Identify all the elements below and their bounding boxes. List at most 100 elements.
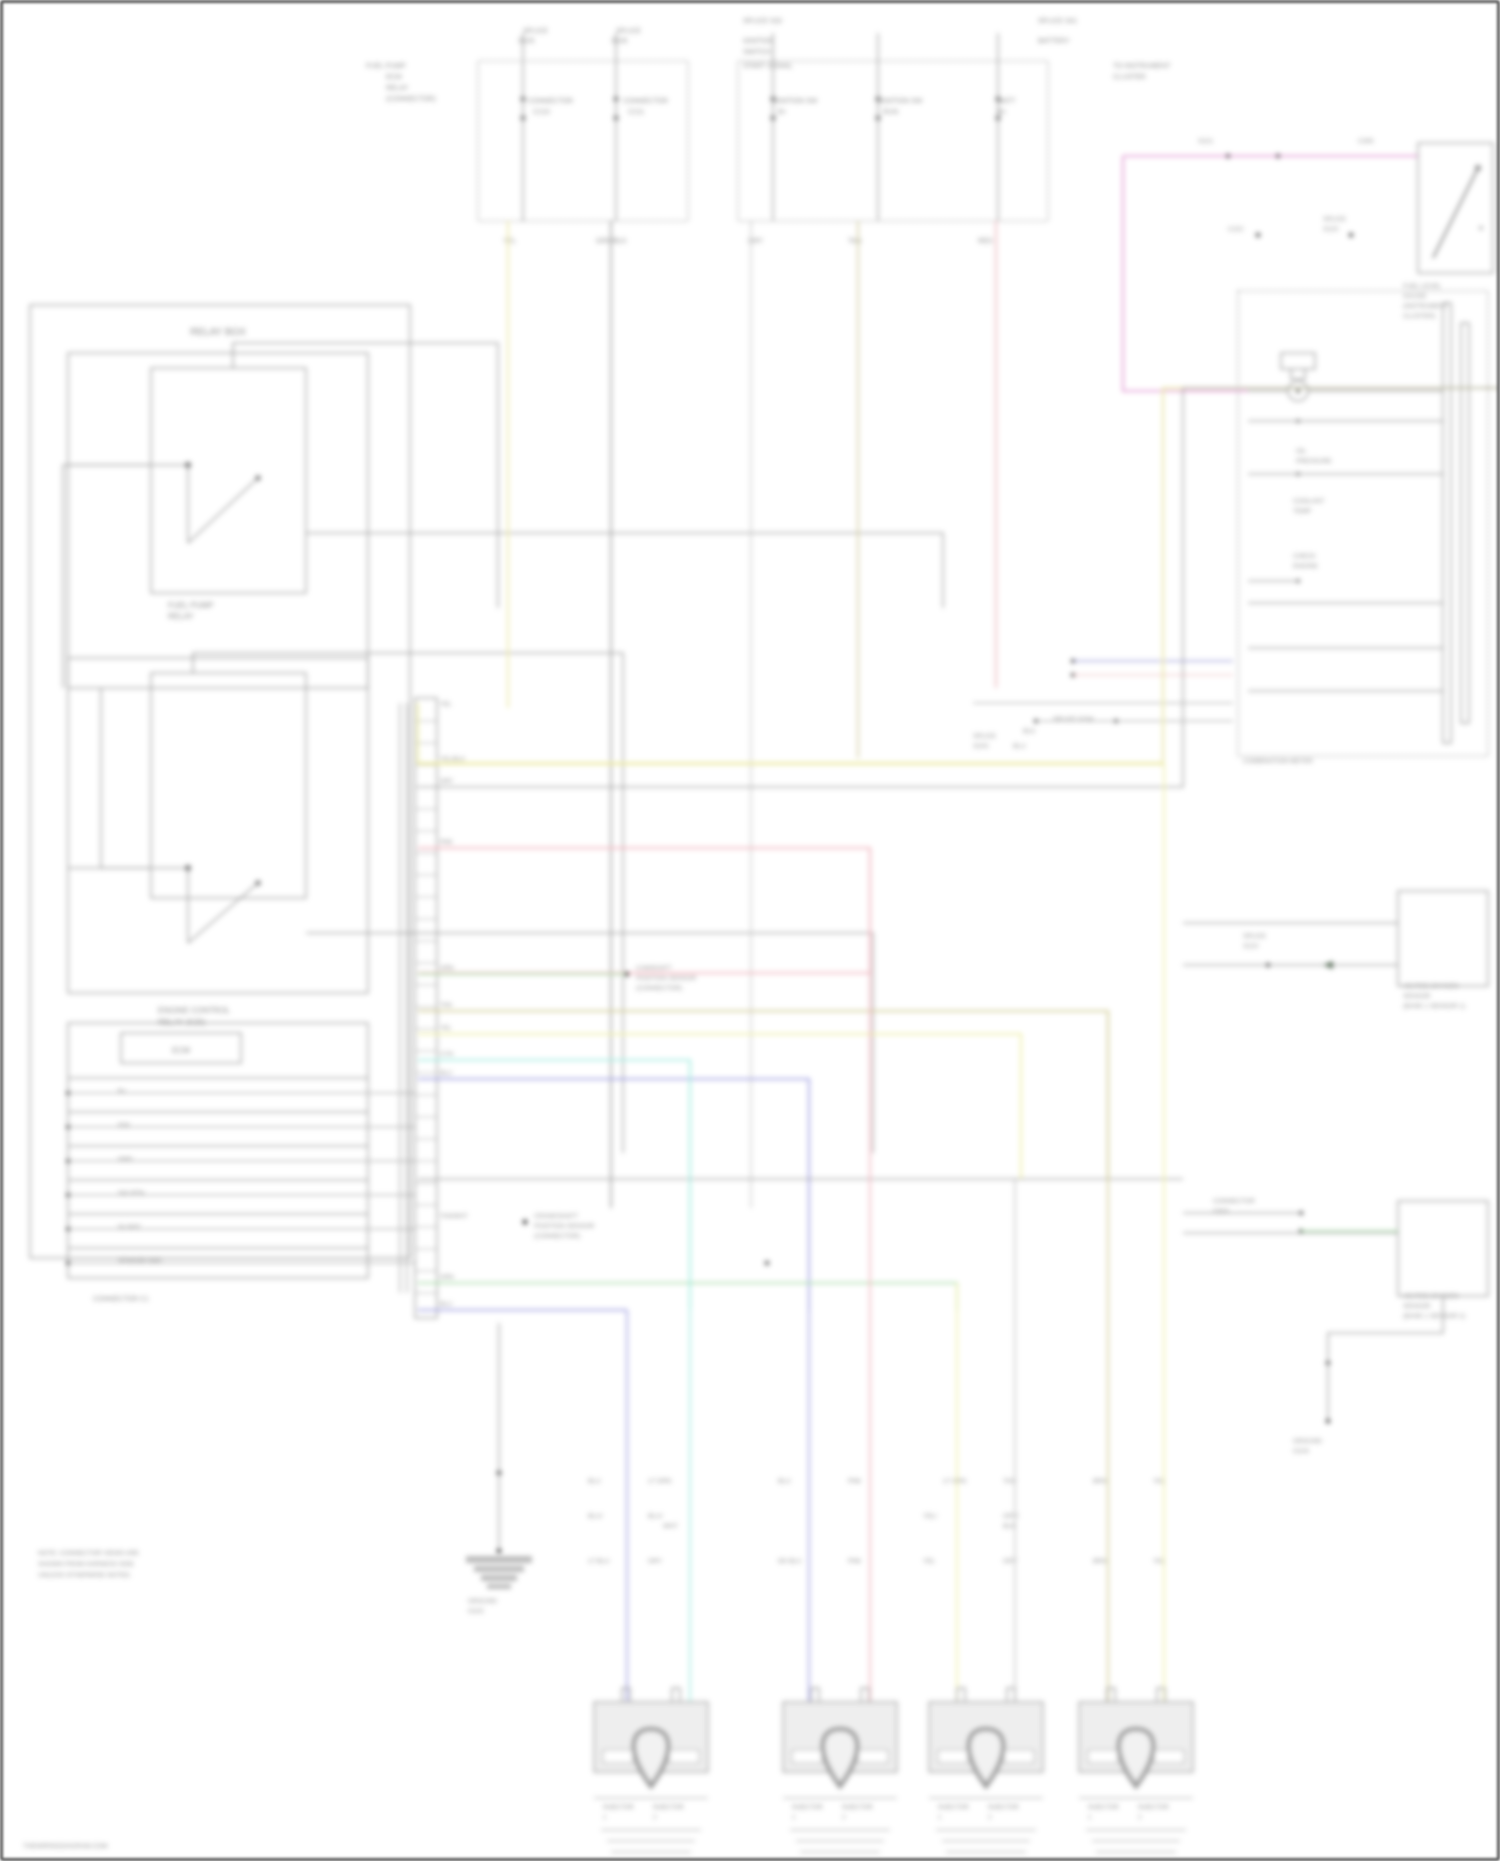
svg-text:LT GRN: LT GRN — [648, 1478, 672, 1485]
svg-text:SPLICE S204: SPLICE S204 — [1053, 716, 1093, 723]
svg-text:LT BLU: LT BLU — [588, 1558, 610, 1565]
svg-text:CONNECTOR C1: CONNECTOR C1 — [93, 1296, 149, 1303]
svg-text:YEL/: YEL/ — [923, 1513, 937, 1520]
svg-text:CLUSTER): CLUSTER) — [1403, 313, 1436, 320]
svg-text:UNLESS OTHERWISE NOTED.: UNLESS OTHERWISE NOTED. — [38, 1572, 132, 1579]
svg-text:G102: G102 — [468, 1608, 484, 1615]
svg-text:YEL: YEL — [440, 701, 452, 708]
svg-text:(CONNECTOR): (CONNECTOR) — [534, 1233, 580, 1240]
svg-text:C305: C305 — [1358, 138, 1374, 145]
svg-text:HEATED OXYGEN: HEATED OXYGEN — [1403, 983, 1459, 990]
svg-text:YEL: YEL — [923, 1558, 936, 1565]
svg-text:SPLICE: SPLICE — [1323, 216, 1347, 223]
svg-text:COOLANT: COOLANT — [1293, 498, 1324, 505]
svg-text:GROUND: GROUND — [1293, 1438, 1322, 1445]
svg-text:YEL/BLK: YEL/BLK — [440, 756, 466, 763]
svg-text:GRY: GRY — [748, 238, 763, 245]
svg-text:BLK: BLK — [1003, 1523, 1016, 1530]
svg-text:GRN: GRN — [440, 1274, 454, 1281]
svg-text:(BANK 1 SENSOR 2): (BANK 1 SENSOR 2) — [1403, 1313, 1465, 1320]
svg-text:YEL: YEL — [1153, 1478, 1166, 1485]
svg-text:CHECK: CHECK — [1293, 553, 1316, 560]
svg-text:RELAY BOX: RELAY BOX — [190, 327, 246, 338]
svg-text:COMBINATION METER: COMBINATION METER — [1243, 758, 1313, 765]
svg-text:GAUGE: GAUGE — [1403, 293, 1427, 300]
svg-text:(CONNECTOR): (CONNECTOR) — [386, 96, 436, 103]
svg-text:FUEL PUMP: FUEL PUMP — [168, 601, 214, 610]
svg-text:NOTE: CONNECTOR VIEWS ARE: NOTE: CONNECTOR VIEWS ARE — [38, 1550, 140, 1557]
svg-text:SPLICE S32: SPLICE S32 — [743, 18, 782, 25]
svg-text:OIL: OIL — [1296, 448, 1307, 455]
svg-text:YEL: YEL — [1153, 1558, 1166, 1565]
svg-text:ENGINE: ENGINE — [1293, 563, 1319, 570]
svg-text:ENGINE CONTROL: ENGINE CONTROL — [158, 1006, 231, 1015]
svg-text:GRY: GRY — [648, 1558, 663, 1565]
svg-text:IGNITION SW: IGNITION SW — [878, 98, 923, 105]
svg-text:C210: C210 — [533, 109, 550, 116]
svg-text:RELAY: RELAY — [386, 85, 409, 92]
svg-text:LT GRN: LT GRN — [943, 1478, 967, 1485]
svg-text:FUEL LEVEL: FUEL LEVEL — [1403, 283, 1442, 290]
svg-text:SWITCH: SWITCH — [743, 49, 771, 56]
svg-text:SPLICE: SPLICE — [523, 28, 548, 35]
svg-text:CAMSHAFT: CAMSHAFT — [636, 965, 672, 972]
svg-text:(BANK 1 SENSOR 1): (BANK 1 SENSOR 1) — [1403, 1003, 1465, 1010]
svg-text:RUN: RUN — [883, 109, 898, 116]
svg-text:S203: S203 — [973, 743, 989, 750]
svg-text:SHOWN FROM HARNESS SIDE: SHOWN FROM HARNESS SIDE — [38, 1561, 135, 1568]
svg-text:BLU: BLU — [1013, 743, 1026, 750]
svg-text:BLU/: BLU/ — [648, 1513, 663, 1520]
svg-text:HEATED OXYGEN: HEATED OXYGEN — [1403, 1293, 1459, 1300]
svg-text:BATTERY: BATTERY — [1038, 38, 1070, 45]
svg-text:SIG RTN: SIG RTN — [118, 1190, 145, 1197]
svg-text:S220: S220 — [1323, 226, 1339, 233]
svg-text:BRN: BRN — [1093, 1478, 1107, 1485]
svg-text:BLU: BLU — [440, 1070, 452, 1077]
svg-text:BRN: BRN — [1093, 1558, 1107, 1565]
svg-text:PRESSURE: PRESSURE — [1296, 458, 1332, 465]
svg-text:BLK: BLK — [1023, 728, 1036, 735]
svg-text:CONNECTOR: CONNECTOR — [1213, 1198, 1255, 1205]
svg-text:THEWIRINGDIAGRAM.COM: THEWIRINGDIAGRAM.COM — [23, 1843, 108, 1850]
svg-text:SPLICE: SPLICE — [616, 28, 641, 35]
svg-text:SENSOR: SENSOR — [1403, 1303, 1431, 1310]
svg-text:GRY: GRY — [1003, 1558, 1018, 1565]
svg-text:C222: C222 — [1228, 226, 1244, 233]
svg-text:POSITION SENSOR: POSITION SENSOR — [534, 1223, 595, 1230]
svg-text:(INSTRUMENT: (INSTRUMENT — [1403, 303, 1448, 310]
svg-text:G104: G104 — [1293, 1448, 1309, 1455]
svg-text:FUEL PUMP: FUEL PUMP — [366, 63, 406, 70]
svg-text:S105: S105 — [518, 38, 534, 45]
svg-text:SPLICE S41: SPLICE S41 — [1038, 18, 1077, 25]
svg-text:PNK: PNK — [848, 1478, 862, 1485]
svg-text:B+: B+ — [998, 109, 1007, 116]
svg-text:GND: GND — [118, 1156, 133, 1163]
svg-text:S210: S210 — [1243, 943, 1259, 950]
svg-text:BLU/: BLU/ — [588, 1513, 603, 1520]
svg-text:GRY/: GRY/ — [1003, 1513, 1019, 1520]
svg-text:B+: B+ — [118, 1088, 126, 1095]
svg-text:TEMP: TEMP — [1293, 508, 1311, 515]
svg-text:CLUSTER: CLUSTER — [1113, 74, 1146, 81]
svg-text:BLU: BLU — [778, 1478, 791, 1485]
svg-text:YEL: YEL — [440, 1025, 452, 1032]
svg-text:WHT: WHT — [663, 1523, 678, 1530]
svg-text:GRY: GRY — [440, 778, 453, 785]
svg-text:TAN: TAN — [848, 238, 861, 245]
svg-text:RED: RED — [978, 238, 993, 245]
svg-text:CRANKSHAFT: CRANKSHAFT — [534, 1213, 578, 1220]
svg-text:POSITION SENSOR: POSITION SENSOR — [636, 975, 697, 982]
svg-text:CONNECTOR: CONNECTOR — [623, 98, 668, 105]
svg-text:TAN: TAN — [440, 1002, 452, 1009]
svg-text:SENSOR GND: SENSOR GND — [118, 1258, 162, 1265]
svg-text:(CONNECTOR): (CONNECTOR) — [636, 985, 682, 992]
svg-text:CYN: CYN — [440, 1051, 453, 1058]
svg-text:TAN/WHT: TAN/WHT — [440, 1213, 468, 1220]
svg-text:ECM: ECM — [386, 74, 402, 81]
svg-text:IGNITION: IGNITION — [743, 38, 774, 45]
svg-text:5V REF: 5V REF — [118, 1224, 141, 1231]
svg-text:C211: C211 — [628, 109, 644, 116]
svg-text:BLU: BLU — [440, 1301, 452, 1308]
svg-text:S106: S106 — [611, 38, 627, 45]
svg-text:RELAY: RELAY — [168, 612, 194, 621]
